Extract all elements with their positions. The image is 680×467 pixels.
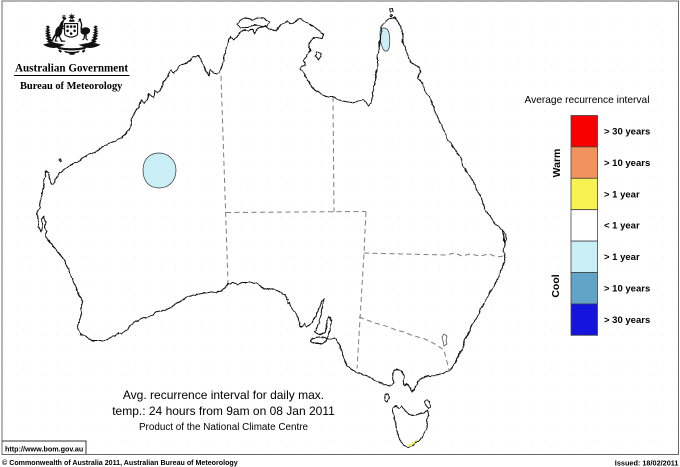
svg-text:Issued: 18/02/2011: Issued: 18/02/2011 xyxy=(615,459,679,467)
svg-text:> 10 years: > 10 years xyxy=(604,158,650,169)
svg-text:> 10 years: > 10 years xyxy=(604,284,650,295)
svg-text:Cool: Cool xyxy=(550,274,562,297)
svg-text:< 1 year: < 1 year xyxy=(604,221,640,232)
svg-text:> 30 years: > 30 years xyxy=(604,315,650,326)
svg-text:Avg. recurrence interval for d: Avg. recurrence interval for daily max. xyxy=(123,388,324,402)
svg-text:© Commonwealth of Australia 20: © Commonwealth of Australia 2011, Austra… xyxy=(2,459,238,467)
svg-text:> 1 year: > 1 year xyxy=(604,252,640,263)
svg-text:Average recurrence interval: Average recurrence interval xyxy=(525,95,650,106)
svg-text:Product of the National Climat: Product of the National Climate Centre xyxy=(139,422,309,433)
svg-text:> 1 year: > 1 year xyxy=(604,189,640,200)
svg-text:Australian Government: Australian Government xyxy=(15,62,128,74)
svg-text:Bureau of Meteorology: Bureau of Meteorology xyxy=(20,81,123,92)
svg-text:Warm: Warm xyxy=(551,149,563,178)
svg-text:temp.: 24 hours from 9am on 08: temp.: 24 hours from 9am on 08 Jan 2011 xyxy=(112,404,335,418)
svg-text:> 30 years: > 30 years xyxy=(604,127,650,138)
svg-text:http://www.bom.gov.au: http://www.bom.gov.au xyxy=(5,444,83,453)
